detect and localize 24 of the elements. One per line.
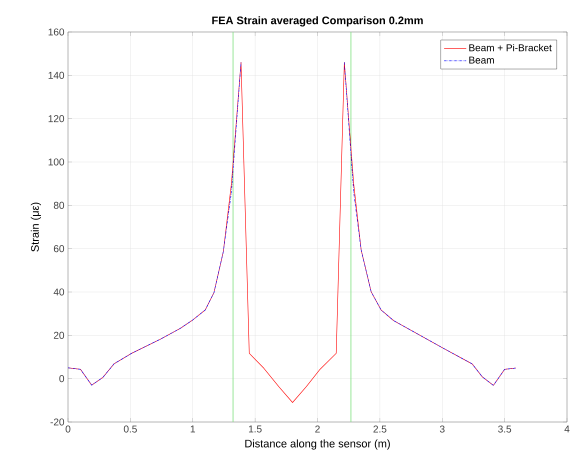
x-tick-label: 3 (440, 426, 445, 433)
x-tick-label: 2.5 (373, 426, 386, 433)
y-tick-label: 80 (54, 202, 64, 209)
y-tick-label: 140 (48, 72, 64, 79)
legend-label: Beam + Pi-Bracket (469, 44, 552, 52)
x-tick-label: 0 (66, 426, 70, 433)
y-tick-label: 100 (48, 158, 64, 166)
x-tick-label: 2 (315, 426, 320, 432)
y-tick-label: 40 (54, 288, 64, 296)
x-tick-label: 0.5 (124, 426, 137, 433)
y-tick-label: 120 (48, 115, 64, 122)
x-tick-label: 1.5 (248, 426, 262, 432)
x-tick-label: 1 (190, 426, 196, 432)
x-tick-label: 4 (564, 426, 570, 432)
chart-title: FEA Strain averaged Comparison 0.2mm (212, 16, 423, 27)
y-tick-label: 0 (59, 375, 64, 382)
y-tick-label: -20 (50, 418, 64, 426)
x-axis-title: Distance along the sensor (m) (245, 439, 390, 450)
y-tick-label: 60 (54, 245, 64, 252)
legend-label: Beam (469, 56, 494, 64)
y-tick-label: 20 (54, 332, 64, 339)
y-tick-label: 160 (48, 28, 64, 36)
x-tick-label: 3.5 (498, 426, 512, 433)
y-axis-title: Strain (με) (30, 202, 42, 252)
